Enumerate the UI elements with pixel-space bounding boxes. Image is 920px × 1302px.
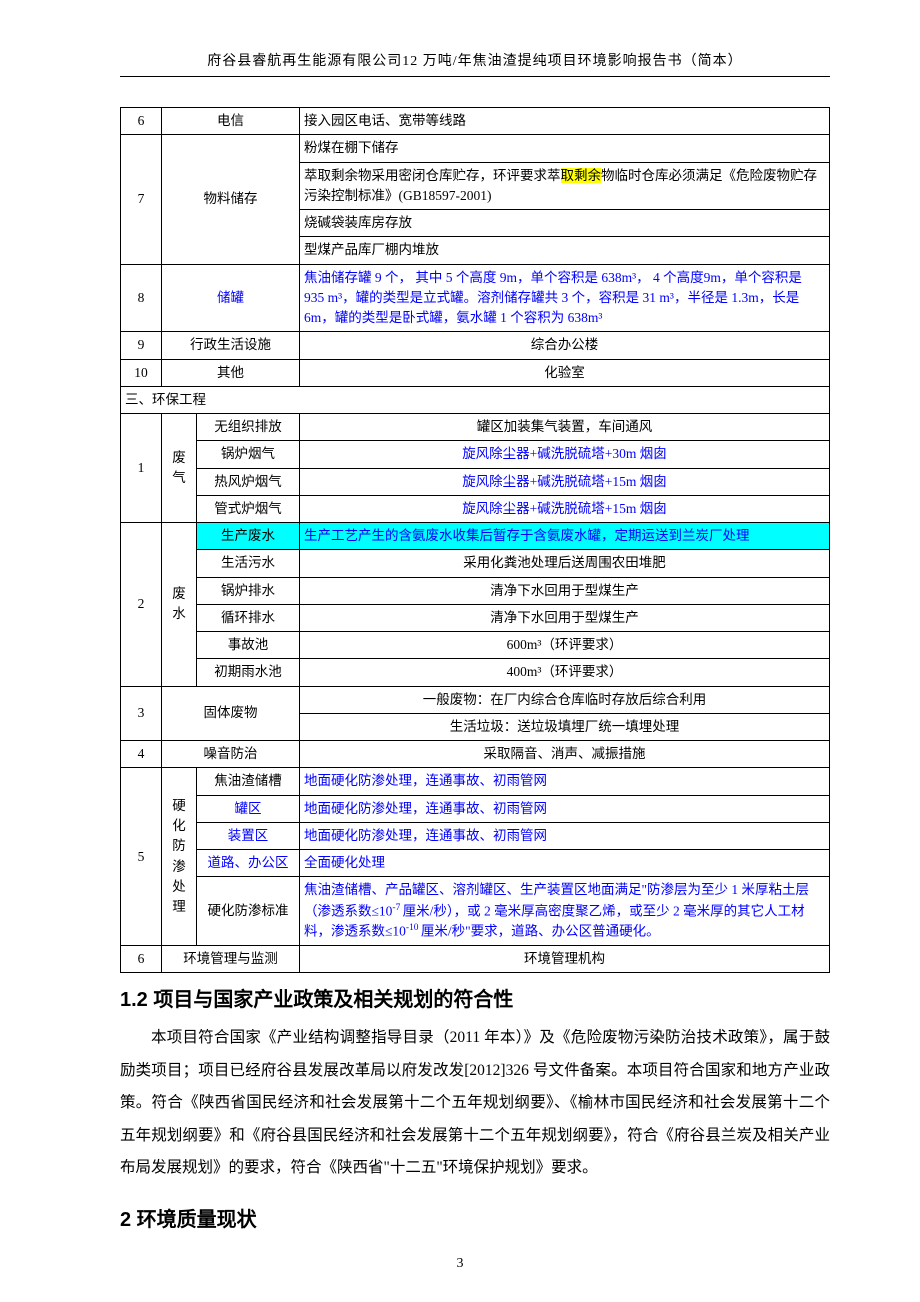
row-idx: 5 <box>121 768 162 946</box>
row-desc: 化验室 <box>300 359 830 386</box>
page-number: 3 <box>0 1256 920 1272</box>
row-cat: 废气 <box>162 414 197 523</box>
row-desc: 烧碱袋装库房存放 <box>300 210 830 237</box>
row-desc: 一般废物：在厂内综合仓库临时存放后综合利用 <box>300 686 830 713</box>
row-sub: 焦油渣储槽 <box>197 768 300 795</box>
row-label: 储罐 <box>162 264 300 332</box>
row-desc: 萃取剩余物采用密闭仓库贮存，环评要求萃取剩余物临时仓库必须满足《危险废物贮存污染… <box>300 162 830 210</box>
row-sub: 管式炉烟气 <box>197 495 300 522</box>
row-sub: 道路、办公区 <box>197 850 300 877</box>
row-idx: 2 <box>121 523 162 687</box>
row-desc: 400m³（环评要求） <box>300 659 830 686</box>
row-desc: 采用化粪池处理后送周围农田堆肥 <box>300 550 830 577</box>
header-rule <box>120 76 830 77</box>
row-desc: 全面硬化处理 <box>300 850 830 877</box>
highlight-text: 取剩余 <box>561 168 602 183</box>
row-idx: 9 <box>121 332 162 359</box>
row-sub: 事故池 <box>197 632 300 659</box>
page-header: 府谷县睿航再生能源有限公司12 万吨/年焦油渣提纯项目环境影响报告书（简本） <box>120 50 830 70</box>
row-idx: 3 <box>121 686 162 741</box>
row-label: 噪音防治 <box>162 741 300 768</box>
row-desc: 600m³（环评要求） <box>300 632 830 659</box>
row-label: 行政生活设施 <box>162 332 300 359</box>
row-desc: 焦油储存罐 9 个， 其中 5 个高度 9m，单个容积是 638m³， 4 个高… <box>300 264 830 332</box>
row-desc: 接入园区电话、宽带等线路 <box>300 108 830 135</box>
section-header: 三、环保工程 <box>121 386 830 413</box>
paragraph: 本项目符合国家《产业结构调整指导目录（2011 年本）》及《危险废物污染防治技术… <box>120 1022 830 1185</box>
row-desc: 地面硬化防渗处理，连通事故、初雨管网 <box>300 768 830 795</box>
row-desc: 旋风除尘器+碱洗脱硫塔+30m 烟囱 <box>300 441 830 468</box>
row-sub: 锅炉排水 <box>197 577 300 604</box>
row-desc: 地面硬化防渗处理，连通事故、初雨管网 <box>300 822 830 849</box>
row-sub: 生活污水 <box>197 550 300 577</box>
row-sub: 装置区 <box>197 822 300 849</box>
row-sub: 循环排水 <box>197 604 300 631</box>
row-sub: 初期雨水池 <box>197 659 300 686</box>
row-idx: 8 <box>121 264 162 332</box>
row-idx: 4 <box>121 741 162 768</box>
row-desc: 采取隔音、消声、减振措施 <box>300 741 830 768</box>
row-label: 物料储存 <box>162 135 300 264</box>
row-desc-highlight: 生产工艺产生的含氨废水收集后暂存于含氨废水罐，定期运送到兰炭厂处理 <box>300 523 830 550</box>
row-cat: 硬化防渗处理 <box>162 768 197 946</box>
section-heading-1-2: 1.2 项目与国家产业政策及相关规划的符合性 <box>120 983 830 1012</box>
row-desc: 环境管理机构 <box>300 946 830 973</box>
section-heading-2: 2 环境质量现状 <box>120 1203 830 1232</box>
row-idx: 10 <box>121 359 162 386</box>
row-desc: 旋风除尘器+碱洗脱硫塔+15m 烟囱 <box>300 468 830 495</box>
row-idx: 6 <box>121 946 162 973</box>
row-label: 固体废物 <box>162 686 300 741</box>
row-idx: 7 <box>121 135 162 264</box>
project-table: 6 电信 接入园区电话、宽带等线路 7 物料储存 粉煤在棚下储存 萃取剩余物采用… <box>120 107 830 973</box>
row-desc: 地面硬化防渗处理，连通事故、初雨管网 <box>300 795 830 822</box>
row-cat: 废水 <box>162 523 197 687</box>
row-desc: 罐区加装集气装置，车间通风 <box>300 414 830 441</box>
row-desc: 粉煤在棚下储存 <box>300 135 830 162</box>
row-label: 环境管理与监测 <box>162 946 300 973</box>
row-desc: 旋风除尘器+碱洗脱硫塔+15m 烟囱 <box>300 495 830 522</box>
row-sub-highlight: 生产废水 <box>197 523 300 550</box>
row-desc: 焦油渣储槽、产品罐区、溶剂罐区、生产装置区地面满足"防渗层为至少 1 米厚粘土层… <box>300 877 830 946</box>
row-label: 其他 <box>162 359 300 386</box>
row-desc: 综合办公楼 <box>300 332 830 359</box>
row-sub: 罐区 <box>197 795 300 822</box>
row-label: 电信 <box>162 108 300 135</box>
row-sub: 热风炉烟气 <box>197 468 300 495</box>
row-desc: 清净下水回用于型煤生产 <box>300 577 830 604</box>
row-sub: 无组织排放 <box>197 414 300 441</box>
row-sub: 硬化防渗标准 <box>197 877 300 946</box>
row-desc: 型煤产品库厂棚内堆放 <box>300 237 830 264</box>
row-sub: 锅炉烟气 <box>197 441 300 468</box>
row-desc: 清净下水回用于型煤生产 <box>300 604 830 631</box>
row-idx: 1 <box>121 414 162 523</box>
row-idx: 6 <box>121 108 162 135</box>
row-desc: 生活垃圾：送垃圾填埋厂统一填埋处理 <box>300 713 830 740</box>
